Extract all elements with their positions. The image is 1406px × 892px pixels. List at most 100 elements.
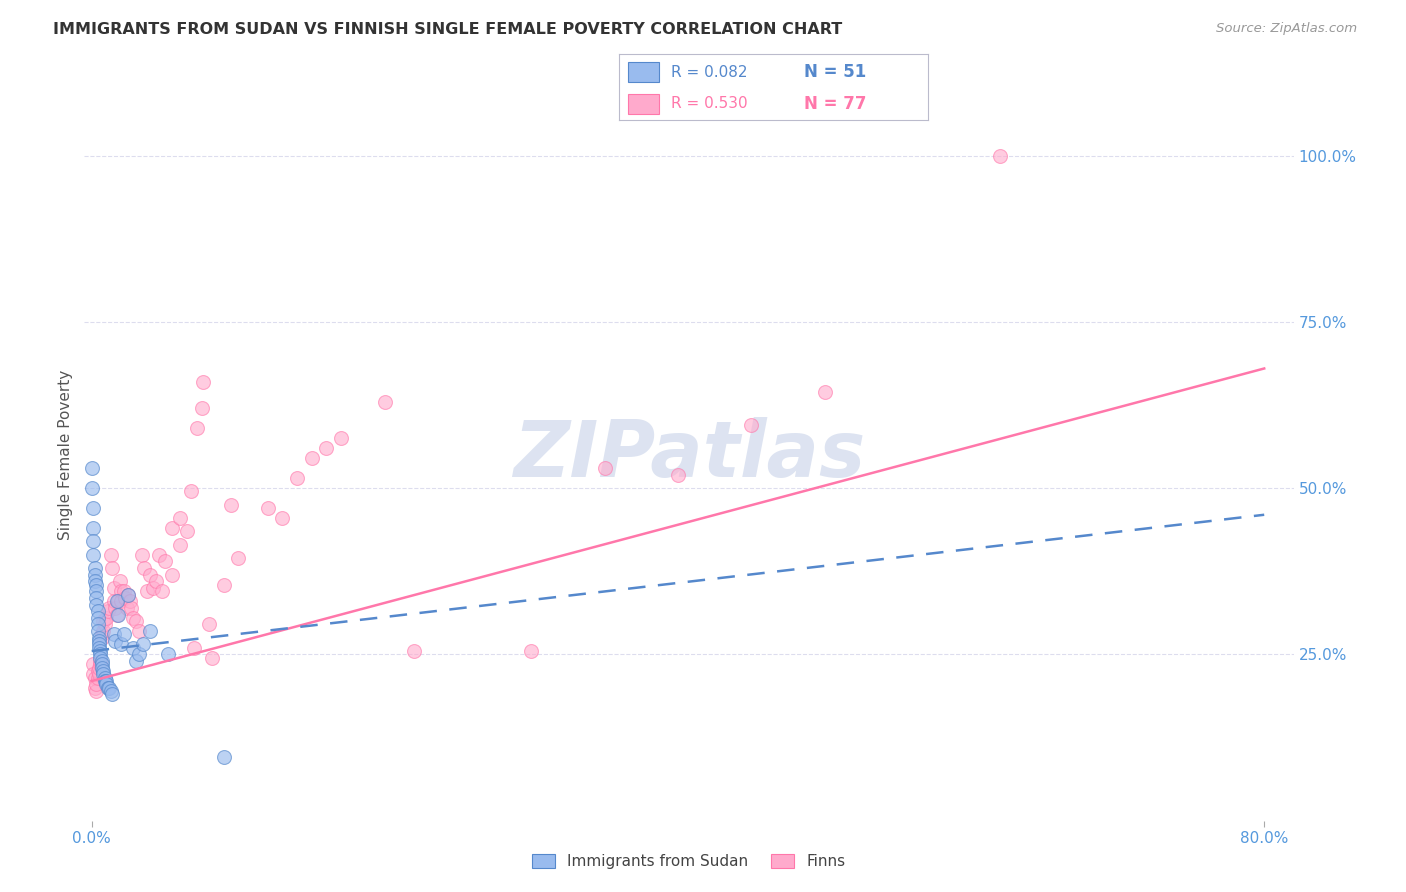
FancyBboxPatch shape <box>628 62 659 82</box>
Point <box>89 657 111 672</box>
Point <box>86 611 108 625</box>
Point <box>110 594 132 608</box>
Point <box>115 600 138 615</box>
Point <box>84 591 107 605</box>
Point <box>82 481 104 495</box>
Point <box>128 624 150 639</box>
Text: ZIPatlas: ZIPatlas <box>513 417 865 493</box>
Point <box>201 650 224 665</box>
Point <box>150 584 173 599</box>
Point <box>98 681 121 695</box>
Point <box>105 594 128 608</box>
Point <box>139 567 162 582</box>
Point <box>212 750 235 764</box>
Point <box>96 611 118 625</box>
Point <box>94 673 117 688</box>
Point <box>96 677 118 691</box>
Point <box>84 598 107 612</box>
Point <box>271 511 294 525</box>
Point <box>87 661 110 675</box>
Point <box>162 521 184 535</box>
Point <box>219 498 242 512</box>
Text: N = 51: N = 51 <box>804 63 866 81</box>
Point <box>94 617 117 632</box>
Point <box>83 567 105 582</box>
Point <box>96 673 118 688</box>
Point <box>103 594 125 608</box>
Point <box>169 538 191 552</box>
Point <box>142 581 165 595</box>
Point <box>87 640 110 655</box>
Point <box>813 384 835 399</box>
Point <box>86 604 108 618</box>
Point <box>110 584 132 599</box>
Point <box>112 627 135 641</box>
Point <box>82 521 104 535</box>
Point <box>83 561 105 575</box>
Point <box>103 627 125 641</box>
Point <box>82 461 104 475</box>
Point <box>91 654 114 668</box>
Point <box>121 640 143 655</box>
Point <box>93 664 115 678</box>
Point <box>91 657 114 672</box>
Point <box>105 607 128 622</box>
Point <box>990 149 1012 163</box>
Point <box>97 681 120 695</box>
Point <box>198 617 221 632</box>
Point <box>93 624 115 639</box>
Point <box>83 671 105 685</box>
Point <box>121 611 143 625</box>
Point <box>112 584 135 599</box>
Point <box>83 681 105 695</box>
Point <box>145 574 167 589</box>
Point <box>156 648 179 662</box>
Point <box>107 594 129 608</box>
Point <box>94 671 117 685</box>
Point <box>84 684 107 698</box>
Point <box>404 644 426 658</box>
Point <box>82 657 104 672</box>
Point <box>91 631 114 645</box>
Point <box>315 442 337 456</box>
Point <box>107 607 129 622</box>
Point <box>190 401 212 416</box>
Point <box>120 600 142 615</box>
Point <box>91 627 114 641</box>
Point <box>82 667 104 681</box>
Point <box>84 677 107 691</box>
Point <box>86 664 108 678</box>
Point <box>117 588 139 602</box>
Point <box>128 648 150 662</box>
Point <box>93 614 115 628</box>
Point <box>118 594 141 608</box>
Point <box>256 501 278 516</box>
FancyBboxPatch shape <box>628 94 659 114</box>
Point <box>110 637 132 651</box>
Point <box>108 574 131 589</box>
Point <box>593 461 616 475</box>
Text: IMMIGRANTS FROM SUDAN VS FINNISH SINGLE FEMALE POVERTY CORRELATION CHART: IMMIGRANTS FROM SUDAN VS FINNISH SINGLE … <box>53 22 842 37</box>
Legend: Immigrants from Sudan, Finns: Immigrants from Sudan, Finns <box>526 848 852 875</box>
Point <box>84 584 107 599</box>
Point <box>89 644 111 658</box>
Point <box>86 624 108 639</box>
Point <box>82 548 104 562</box>
Point <box>104 600 127 615</box>
Point <box>180 484 202 499</box>
Point <box>87 667 110 681</box>
Point <box>132 637 155 651</box>
Point <box>666 467 689 482</box>
Text: Source: ZipAtlas.com: Source: ZipAtlas.com <box>1216 22 1357 36</box>
Point <box>186 421 208 435</box>
Point <box>86 671 108 685</box>
Point <box>226 551 249 566</box>
Point <box>86 617 108 632</box>
Point <box>100 548 122 562</box>
Point <box>740 417 762 432</box>
Point <box>114 591 136 605</box>
Point <box>84 577 107 591</box>
Point <box>134 561 156 575</box>
Point <box>191 375 214 389</box>
Point <box>82 534 104 549</box>
